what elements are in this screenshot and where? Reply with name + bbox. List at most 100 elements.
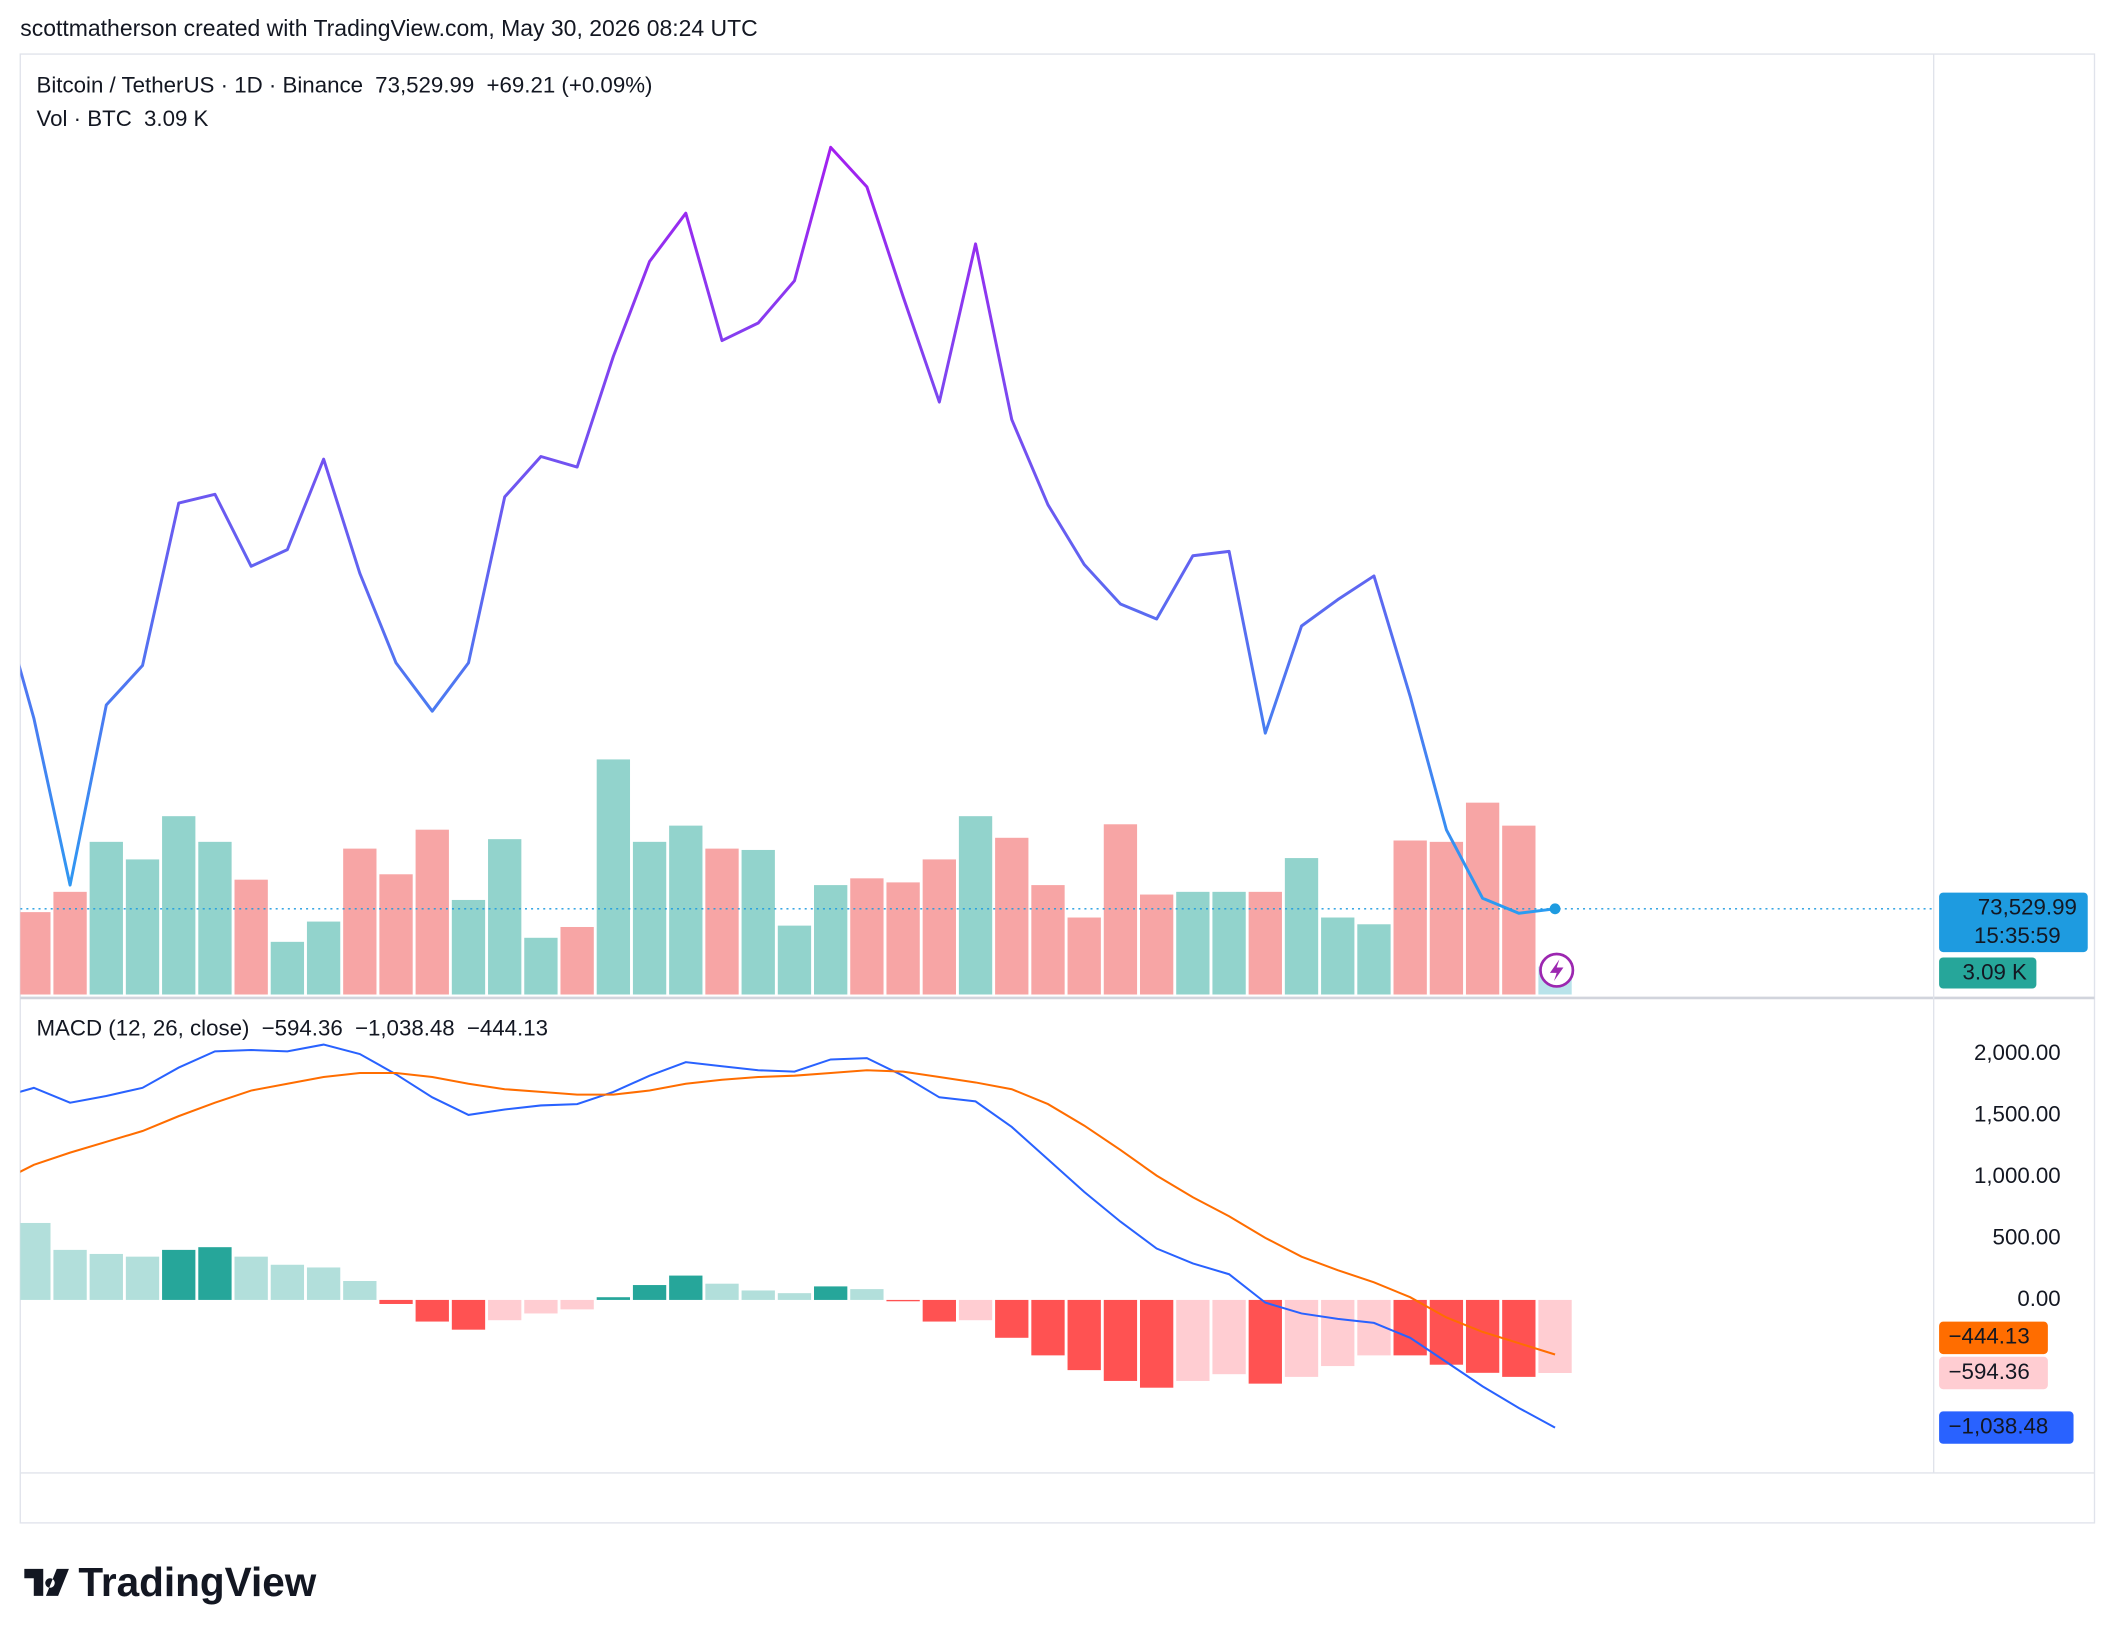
histogram-bar <box>234 1256 268 1300</box>
histogram-bar <box>777 1293 812 1300</box>
macd-legend-value: −594.36 <box>262 1016 343 1041</box>
macd-legend-value: −1,038.48 <box>355 1016 455 1041</box>
volume-bar <box>1502 825 1536 995</box>
volume-bar <box>1212 891 1246 995</box>
histogram-bar <box>89 1253 123 1300</box>
histogram-bar <box>1321 1299 1355 1367</box>
histogram-bar <box>1538 1299 1572 1373</box>
y-tick-label: 0.00 <box>2017 1286 2060 1311</box>
last-price-badge <box>1939 892 2088 953</box>
histogram-bar <box>850 1289 884 1300</box>
histogram-bar <box>20 1222 51 1300</box>
logo: TradingView <box>24 1559 317 1605</box>
histogram-bar <box>1031 1299 1065 1356</box>
histogram-bar <box>596 1297 631 1300</box>
volume-bar <box>886 882 920 995</box>
volume-bar <box>53 891 87 995</box>
volume-bar <box>958 816 993 995</box>
macd-pane <box>20 1043 1572 1429</box>
histogram-bar <box>451 1299 486 1330</box>
macd-line <box>20 1069 1556 1356</box>
countdown-label: 15:35:59 <box>1974 923 2061 948</box>
histogram-bar <box>1393 1299 1427 1356</box>
value-badge-label: −1,038.48 <box>1949 1413 2049 1438</box>
histogram-bar <box>1502 1299 1536 1377</box>
y-tick-label: 1,500.00 <box>1974 1101 2061 1126</box>
histogram-bar <box>162 1249 196 1300</box>
legend-volume-value: 3.09 K <box>144 106 209 131</box>
volume-bar <box>1176 891 1210 995</box>
histogram-bar <box>53 1249 87 1300</box>
volume-bar <box>162 816 196 995</box>
alert-icon <box>1539 952 1575 988</box>
value-badge <box>1939 1356 2048 1390</box>
histogram-bar <box>741 1290 775 1300</box>
histogram-bar <box>379 1299 413 1304</box>
histogram-bar <box>705 1283 739 1300</box>
value-badge <box>1939 1321 2048 1355</box>
volume-bar <box>198 841 232 995</box>
last-price-label: 73,529.99 <box>1978 895 2077 920</box>
y-tick-label: 2,000.00 <box>1974 1040 2061 1065</box>
histogram-bar <box>886 1299 920 1302</box>
volume-badge-label: 3.09 K <box>1963 960 2028 985</box>
legend-price: 73,529.99 <box>375 72 474 97</box>
volume-bar <box>1321 917 1355 995</box>
macd-legend-value: −444.13 <box>467 1016 548 1041</box>
histogram-bar <box>415 1299 449 1322</box>
histogram-bar <box>922 1299 956 1322</box>
volume-bar <box>741 849 775 995</box>
macd-line <box>20 1043 1556 1429</box>
histogram-bar <box>343 1280 377 1300</box>
histogram-bar <box>632 1285 667 1300</box>
histogram-bar <box>125 1256 160 1300</box>
histogram-bar <box>1139 1299 1174 1388</box>
macd-title: MACD (12, 26, close) <box>36 1016 249 1041</box>
volume-bar <box>995 837 1029 995</box>
volume-bar <box>125 859 160 995</box>
volume-bar <box>814 885 848 995</box>
volume-bar <box>451 899 486 995</box>
price-line <box>20 145 1556 915</box>
volume-bar <box>20 912 51 995</box>
volume-bar <box>1139 894 1174 995</box>
histogram-bar <box>958 1299 993 1321</box>
volume-bar <box>1357 924 1391 995</box>
histogram-bar <box>1212 1299 1246 1375</box>
price-pane <box>20 145 1933 995</box>
volume-bar <box>1284 858 1319 995</box>
volume-bar <box>1429 841 1464 995</box>
histogram-bar <box>488 1299 522 1321</box>
volume-bar <box>632 841 667 995</box>
legend-symbol: Bitcoin / TetherUS · 1D · Binance <box>36 72 363 97</box>
histogram-bar <box>270 1264 305 1300</box>
volume-bar <box>850 878 884 995</box>
histogram-bar <box>560 1299 594 1310</box>
volume-bar <box>379 874 413 995</box>
axes: 73,529.99 15:35:59 3.09 K Bitcoin / TetherU… <box>36 72 2088 1444</box>
legend-volume: Vol · BTC <box>36 106 131 131</box>
volume-bar <box>596 759 631 995</box>
volume-badge <box>1939 957 2037 989</box>
value-badge-label: −594.36 <box>1949 1359 2030 1384</box>
histogram-bar <box>814 1286 848 1300</box>
y-tick-label: 500.00 <box>1993 1224 2061 1249</box>
attribution: scottmatherson created with TradingView.… <box>20 15 758 41</box>
volume-bar <box>1393 840 1427 995</box>
histogram-bar <box>1103 1299 1138 1381</box>
volume-bar <box>343 848 377 995</box>
y-tick-label: 1,000.00 <box>1974 1163 2061 1188</box>
volume-bar <box>234 879 268 995</box>
volume-bar <box>524 937 558 995</box>
volume-bar <box>306 921 341 995</box>
histogram-bar <box>995 1299 1029 1338</box>
volume-bar <box>705 848 739 995</box>
histogram-bar <box>669 1275 703 1300</box>
volume-bar <box>89 841 123 995</box>
chart-frame <box>19 53 2096 1524</box>
logo-text: TradingView <box>78 1559 316 1605</box>
volume-bar <box>560 926 594 995</box>
